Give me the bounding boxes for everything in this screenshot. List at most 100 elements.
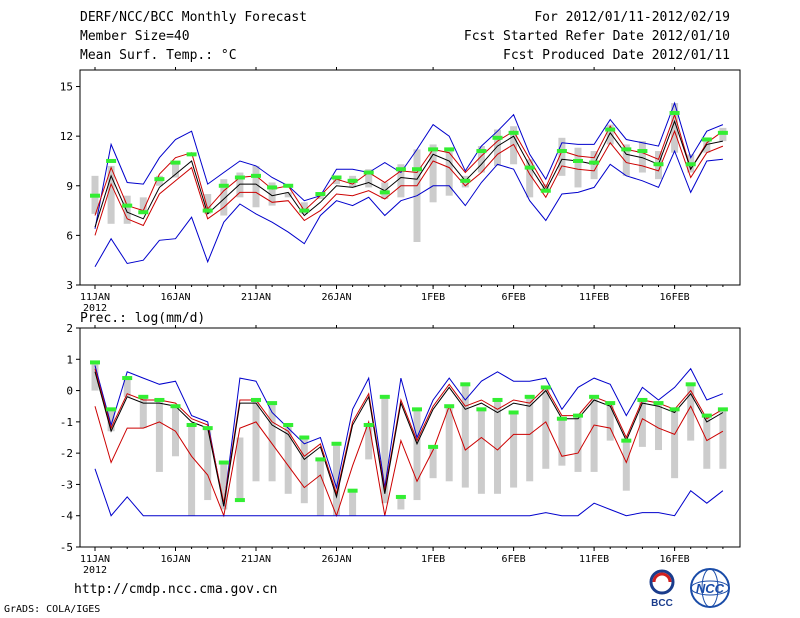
gray-bar [397, 164, 405, 198]
gray-bar [574, 415, 582, 472]
green-marker [267, 401, 278, 406]
gray-bar [590, 396, 598, 472]
green-marker [234, 498, 245, 503]
footer-url[interactable]: http://cmdp.ncc.cma.gov.cn [74, 582, 278, 597]
y-tick-label: 12 [60, 130, 73, 143]
y-tick-label: -2 [60, 447, 73, 460]
green-marker [234, 175, 245, 180]
y-tick-label: -5 [60, 541, 73, 554]
green-marker [138, 210, 149, 215]
gray-bar [91, 362, 99, 391]
green-marker [685, 162, 696, 167]
green-marker [186, 422, 197, 427]
gray-bar [558, 418, 566, 466]
gray-bar [397, 496, 405, 510]
green-marker [106, 158, 117, 163]
green-marker [331, 441, 342, 446]
x-tick-label: 6FEB [502, 554, 526, 565]
green-marker [315, 457, 326, 462]
green-marker [412, 167, 422, 172]
series-line-mean [94, 371, 724, 507]
series-line-min [94, 468, 724, 517]
green-marker [379, 394, 390, 399]
gray-bar [510, 412, 518, 488]
member-size-label: Member Size=40 [80, 29, 190, 44]
gray-bar [671, 409, 679, 479]
x-tick-label: 16JAN [160, 292, 190, 303]
gray-bar [123, 378, 131, 397]
green-marker [218, 460, 229, 465]
green-marker [428, 147, 439, 152]
x-tick-label: 11FEB [579, 554, 609, 565]
gray-bar [703, 415, 711, 469]
gray-bar [445, 147, 453, 196]
green-marker [186, 152, 197, 157]
gray-bar [172, 164, 179, 178]
gray-bar [236, 437, 244, 501]
x-tick-label: 16FEB [660, 292, 690, 303]
green-marker [589, 394, 600, 399]
gray-bar [300, 437, 308, 504]
green-marker [621, 147, 632, 152]
grads-credit: GrADS: COLA/IGES [4, 604, 101, 615]
green-marker [267, 185, 278, 190]
gray-bar [139, 396, 147, 429]
green-marker [460, 178, 471, 183]
green-marker [379, 190, 390, 195]
green-marker [589, 160, 600, 165]
gray-bar [671, 103, 679, 153]
green-marker [637, 397, 648, 402]
gray-bar [107, 409, 115, 432]
gray-bar [622, 144, 630, 176]
y-tick-label: -3 [60, 478, 73, 491]
ncc-logo: NCC [690, 568, 730, 608]
gray-bar [252, 399, 260, 482]
y-tick-label: 0 [66, 385, 73, 398]
gray-bar [268, 403, 276, 482]
gray-bar [316, 194, 324, 199]
x-tick-label: 16FEB [660, 554, 690, 565]
green-marker [299, 435, 310, 440]
series-line-lower [94, 129, 724, 236]
green-marker [573, 413, 583, 418]
green-marker [540, 385, 551, 390]
gray-bar [107, 165, 115, 224]
gray-bar [445, 406, 453, 482]
gray-bar [365, 424, 373, 460]
gray-bar [284, 424, 292, 494]
x-tick-label: 11JAN [80, 292, 110, 303]
gray-bar [477, 409, 485, 494]
gray-bar [429, 144, 437, 203]
gray-bar [494, 399, 501, 494]
green-marker [331, 175, 342, 180]
plot-frame [79, 69, 741, 286]
green-marker [106, 407, 117, 412]
gray-bar [638, 141, 646, 173]
x-year-label: 2012 [83, 303, 107, 314]
green-marker [460, 382, 471, 387]
green-marker [428, 444, 439, 449]
bcc-logo: BCC [649, 569, 675, 608]
gray-bar [574, 147, 582, 188]
x-tick-label: 16JAN [160, 554, 190, 565]
gray-bar [365, 169, 373, 188]
green-marker [476, 149, 487, 154]
gray-bar [204, 428, 212, 501]
green-marker [363, 170, 374, 175]
chart-panel-2: -5 -4 -3 -2 -1 0 1 2 11JAN 16JAN 21JAN 26JAN 1FEB 6FE… [60, 311, 741, 576]
green-marker [202, 426, 213, 431]
ncc-logo-text: NCC [696, 581, 725, 596]
y-tick-label: 15 [60, 81, 73, 94]
green-marker [444, 147, 455, 152]
green-marker [363, 422, 374, 427]
gray-bar [429, 446, 437, 479]
gray-bar [333, 443, 340, 516]
gray-bar [220, 179, 228, 216]
gray-bar [638, 399, 646, 447]
gray-bar [333, 177, 340, 185]
green-marker [315, 192, 326, 197]
green-marker [154, 397, 165, 402]
chart-title: DERF/NCC/BCC Monthly Forecast [80, 10, 307, 25]
green-marker [170, 404, 181, 409]
